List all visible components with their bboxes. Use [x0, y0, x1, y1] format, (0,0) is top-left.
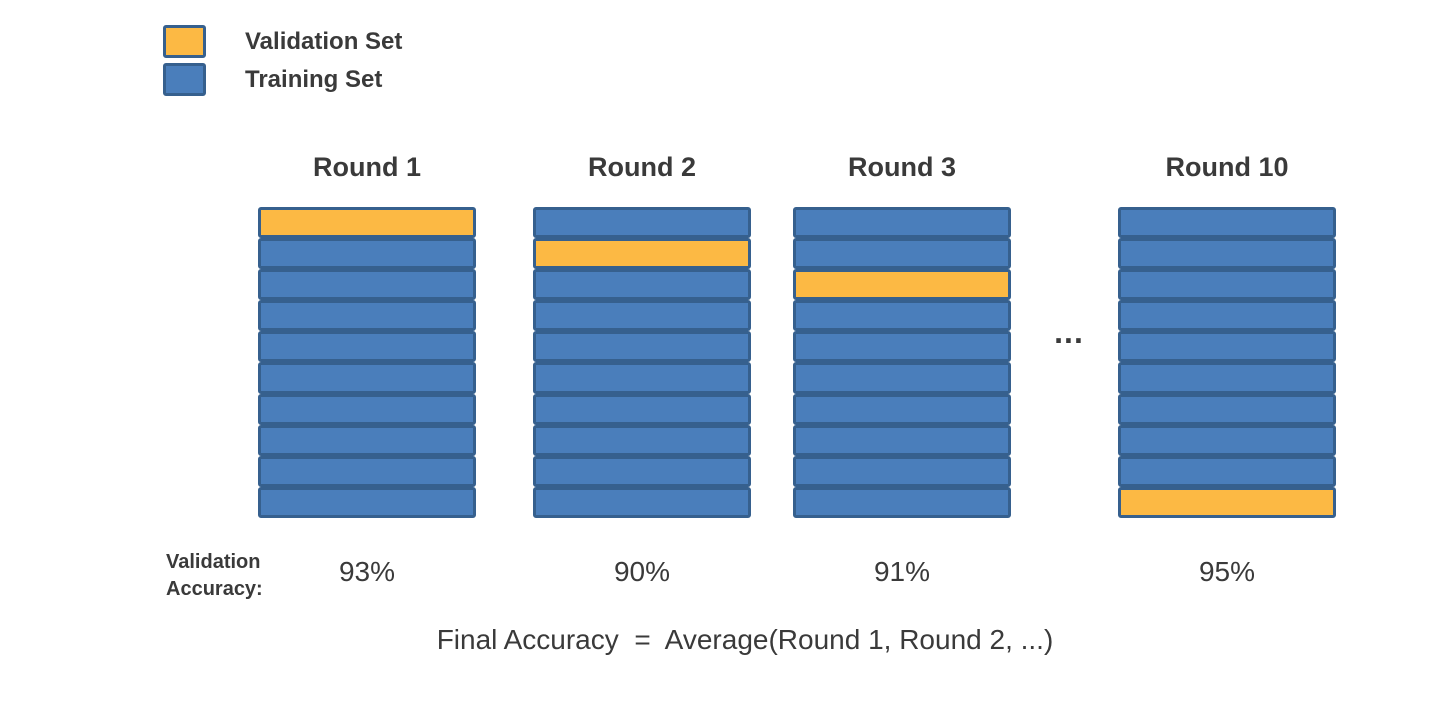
validation-fold: [1118, 486, 1336, 518]
round-accuracy: 93%: [338, 556, 396, 587]
training-fold: [793, 393, 1011, 425]
legend-item-validation: Validation Set: [163, 25, 402, 58]
training-fold: [533, 300, 751, 332]
round-title: Round 3: [848, 152, 956, 182]
training-fold: [793, 486, 1011, 518]
training-fold: [1118, 300, 1336, 332]
training-fold: [1118, 362, 1336, 394]
training-fold: [258, 393, 476, 425]
validation-swatch-icon: [163, 25, 206, 58]
training-fold: [1118, 238, 1336, 270]
training-fold: [793, 331, 1011, 363]
round-accuracy: 91%: [873, 556, 931, 587]
training-fold: [1118, 269, 1336, 301]
training-fold: [533, 455, 751, 487]
legend-item-training: Training Set: [163, 63, 402, 96]
fold-stack: [533, 207, 751, 518]
validation-fold: [258, 207, 476, 239]
validation-accuracy-label: Validation Accuracy:: [166, 549, 263, 603]
final-accuracy-formula: Final Accuracy = Average(Round 1, Round …: [436, 624, 1054, 655]
training-fold: [533, 269, 751, 301]
legend-label-training: Training Set: [245, 65, 383, 93]
training-fold: [1118, 331, 1336, 363]
training-fold: [1118, 207, 1336, 239]
validation-accuracy-label-line1: Validation: [166, 551, 261, 573]
round-title: Round 1: [313, 152, 421, 182]
training-fold: [793, 238, 1011, 270]
training-fold: [793, 424, 1011, 456]
validation-fold: [793, 269, 1011, 301]
training-fold: [793, 300, 1011, 332]
round-column-round-1: Round 1 93%: [258, 152, 476, 588]
round-column-round-2: Round 2 90%: [533, 152, 751, 588]
training-fold: [1118, 455, 1336, 487]
round-title: Round 10: [1165, 152, 1289, 182]
training-fold: [533, 207, 751, 239]
training-fold: [1118, 393, 1336, 425]
fold-stack: [258, 207, 476, 518]
legend-label-validation: Validation Set: [245, 27, 403, 55]
training-fold: [258, 331, 476, 363]
training-fold: [258, 238, 476, 270]
training-fold: [793, 362, 1011, 394]
training-fold: [1118, 424, 1336, 456]
fold-stack: [1118, 207, 1336, 518]
validation-fold: [533, 238, 751, 270]
training-fold: [258, 269, 476, 301]
training-fold: [258, 486, 476, 518]
training-fold: [533, 486, 751, 518]
training-fold: [793, 207, 1011, 239]
training-fold: [533, 424, 751, 456]
training-fold: [258, 362, 476, 394]
training-fold: [533, 393, 751, 425]
round-column-round-10: Round 10 95%: [1118, 152, 1336, 588]
training-fold: [258, 424, 476, 456]
round-column-round-3: Round 3 91%: [793, 152, 1011, 588]
training-fold: [258, 455, 476, 487]
round-accuracy: 90%: [613, 556, 671, 587]
round-accuracy: 95%: [1198, 556, 1256, 587]
validation-accuracy-label-line2: Accuracy:: [166, 578, 263, 600]
training-fold: [533, 362, 751, 394]
ellipsis: ...: [1054, 314, 1084, 350]
fold-stack: [793, 207, 1011, 518]
training-fold: [258, 300, 476, 332]
legend: Validation Set Training Set: [163, 25, 402, 101]
round-title: Round 2: [588, 152, 696, 182]
training-swatch-icon: [163, 63, 206, 96]
training-fold: [533, 331, 751, 363]
training-fold: [793, 455, 1011, 487]
